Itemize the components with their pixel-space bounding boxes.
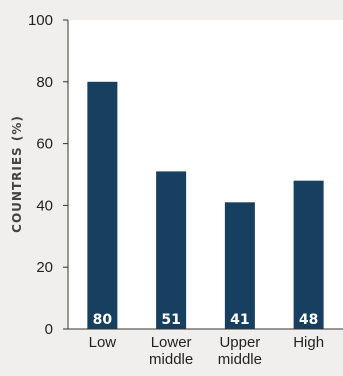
y-tick-label-40: 40 — [36, 197, 53, 214]
bars: 80 51 41 48 — [87, 81, 324, 329]
y-tick-label-100: 100 — [28, 12, 53, 29]
bar-0 — [87, 81, 118, 329]
x-tick-label-2: Upper middle — [218, 334, 262, 368]
data-label-2: 41 — [230, 312, 249, 328]
x-tick-label-0: Low — [89, 334, 117, 351]
x-tick-label-1: Lower middle — [149, 334, 193, 368]
bar-2 — [224, 202, 255, 329]
data-label-3: 48 — [299, 312, 318, 328]
y-axis-title: COUNTRIES (%) — [10, 115, 24, 233]
bar-1 — [156, 171, 187, 329]
y-tick-label-80: 80 — [36, 74, 53, 91]
x-axis: Low Lower middle Upper middle High — [68, 328, 343, 368]
y-tick-label-20: 20 — [36, 259, 53, 276]
data-label-0: 80 — [93, 312, 113, 328]
y-tick-label-0: 0 — [45, 321, 53, 338]
y-tick-label-60: 60 — [36, 136, 53, 153]
data-label-1: 51 — [161, 312, 180, 328]
bar-3 — [293, 180, 324, 329]
y-axis: 0 20 40 60 80 100 — [28, 12, 69, 338]
x-tick-label-3: High — [293, 334, 324, 351]
